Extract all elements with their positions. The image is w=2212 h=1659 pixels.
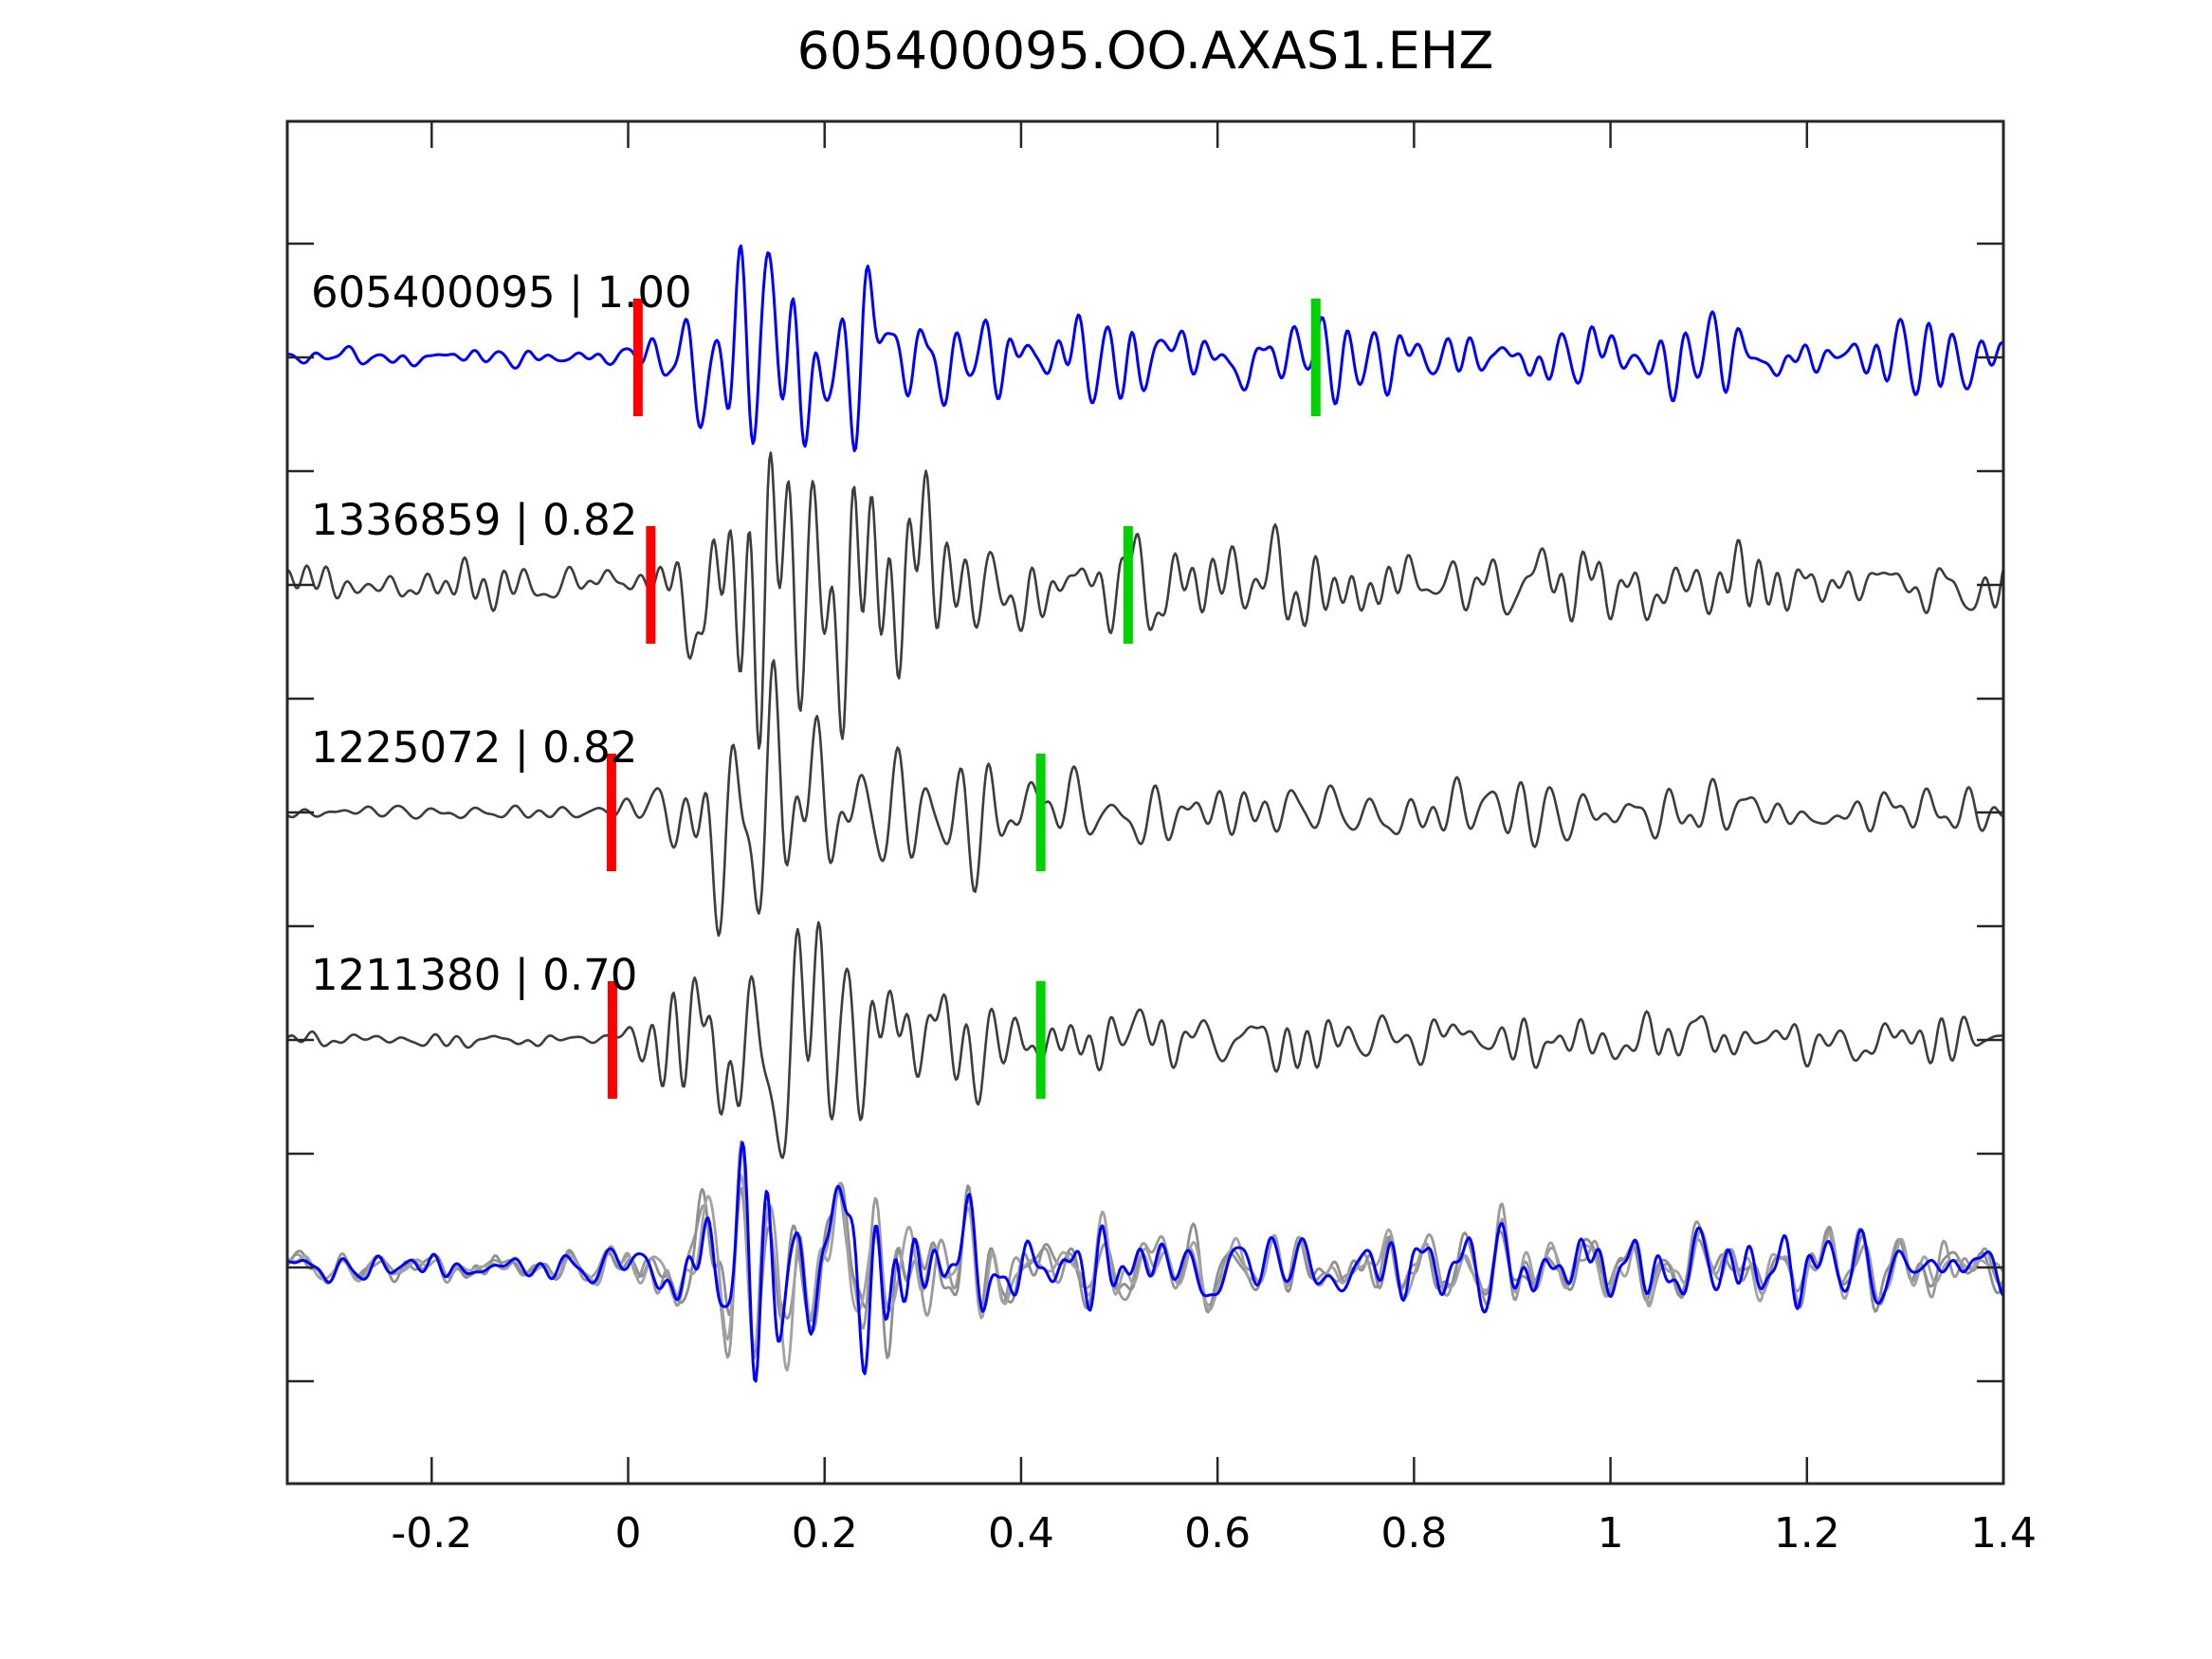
plot-border [285,119,2005,1486]
overlay-trace-gray-2 [287,1174,2003,1372]
x-tick-label: 0.8 [1380,1509,1447,1558]
waveform-trace-1225072 [287,659,2003,938]
x-tick-label: 1.2 [1774,1509,1840,1558]
green-pick-marker-1336859 [1123,526,1133,644]
red-pick-marker-1225072 [606,754,616,871]
figure-title: 605400095.OO.AXAS1.EHZ [796,21,1494,81]
x-tick-label: 0.4 [988,1509,1054,1558]
x-tick-label: 0.6 [1184,1509,1251,1558]
green-pick-marker-1211380 [1035,981,1046,1099]
waveform-trace-1211380 [287,921,2003,1159]
waveform-trace-1336859 [287,451,2003,750]
x-tick-label: -0.2 [391,1509,472,1558]
red-pick-marker-1211380 [607,981,617,1099]
green-pick-marker-1225072 [1035,754,1046,871]
overlay-trace-template [287,1140,2003,1383]
x-tick-label: 0.2 [792,1509,858,1558]
green-pick-marker-605400095 [1310,299,1321,416]
x-tick-label: 1 [1598,1509,1624,1558]
x-tick-label: 0 [615,1509,642,1558]
red-pick-marker-605400095 [632,299,643,416]
trace-label-match-3: 1211380 | 0.70 [311,950,638,1000]
trace-label-template: 605400095 | 1.00 [311,267,692,318]
trace-label-match-1: 1336859 | 0.82 [311,495,638,545]
x-tick-label: 1.4 [1970,1509,2037,1558]
overlay-trace-gray-1 [287,1181,2003,1359]
trace-label-match-2: 1225072 | 0.82 [311,722,638,773]
waveform-trace-605400095 [287,244,2003,452]
red-pick-marker-1336859 [646,526,656,644]
